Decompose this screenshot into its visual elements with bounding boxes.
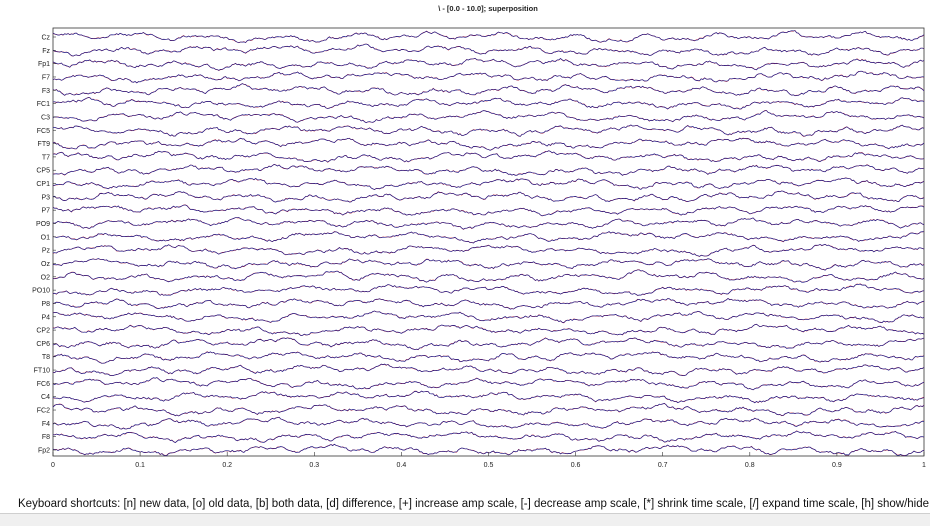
channel-label-fc6: FC6 [37,381,50,388]
channel-label-f7: F7 [42,74,50,81]
trace-fp1 [52,58,925,71]
channel-label-p4: P4 [41,314,50,321]
trace-ft9 [52,137,925,151]
trace-red-p3 [52,190,925,203]
trace-red-fc2 [52,402,925,417]
trace-red-f7 [52,70,925,84]
trace-fz [52,43,925,57]
trace-red-p8 [52,297,925,310]
trace-p7 [52,204,925,217]
trace-cp1 [52,177,925,190]
trace-o2 [52,269,925,283]
channel-label-fc5: FC5 [37,128,50,135]
channel-label-cp1: CP1 [36,181,50,188]
trace-red-p7 [52,204,925,217]
trace-f8 [52,430,925,443]
x-tick-label: 0.6 [571,462,581,469]
trace-ft10 [52,363,925,376]
trace-fc1 [52,97,925,110]
trace-fc6 [52,377,925,391]
trace-c3 [52,110,925,124]
x-tick-label: 0.8 [745,462,755,469]
trace-pz [52,243,925,257]
eeg-plot: \ - [0.0 - 10.0]; superposition Cz Fz Fp1 F… [32,4,926,469]
channel-label-c4: C4 [41,394,50,401]
x-axis: 0 0.1 0.2 0.3 0.4 0.5 0.6 0.7 0.8 0.9 1 [51,452,926,469]
trace-cp2 [52,323,925,337]
trace-p8 [52,298,925,310]
channel-label-p8: P8 [41,301,50,308]
trace-red-fc6 [52,377,925,391]
channel-label-pz: Pz [42,248,51,255]
channel-label-ft9: FT9 [38,141,51,148]
channel-labels: Cz Fz Fp1 F7 F3 FC1 C3 FC5 FT9 T7 CP5 CP1 P3 P7 PO9 O1 P… [32,35,56,455]
channel-label-f8: F8 [42,434,50,441]
channel-label-fc2: FC2 [37,408,50,415]
trace-po10 [52,283,925,296]
channel-label-po9: PO9 [36,221,50,228]
x-tick-label: 0.5 [484,462,494,469]
trace-t8 [52,351,925,364]
axes-frame [52,27,925,457]
trace-red-cz [52,29,925,44]
trace-red-c3 [52,110,925,124]
trace-red-f4 [52,417,925,430]
channel-label-cp2: CP2 [36,328,50,335]
channel-label-cp6: CP6 [36,341,50,348]
chart-title: \ - [0.0 - 10.0]; superposition [438,4,538,13]
keyboard-shortcuts-text: Keyboard shortcuts: [n] new data, [o] ol… [18,498,930,510]
trace-red-fp1 [52,57,925,71]
channel-label-cp5: CP5 [36,168,50,175]
channel-label-p3: P3 [41,194,50,201]
x-tick-label: 0.7 [658,462,668,469]
x-tick-label: 1 [922,462,926,469]
trace-f4 [52,416,925,430]
trace-fc5 [52,124,925,137]
x-tick-label: 0.1 [135,462,145,469]
channel-label-ft10: FT10 [34,368,50,375]
trace-cp5 [52,164,925,176]
trace-cz [52,30,925,43]
x-tick-label: 0.3 [309,462,319,469]
channel-label-t8: T8 [42,354,50,361]
channel-label-po10: PO10 [32,288,50,295]
trace-fc2 [52,403,925,417]
channel-label-f4: F4 [42,421,50,428]
channel-label-o1: O1 [41,234,50,241]
channel-label-fp2: Fp2 [38,448,50,455]
trace-oz [52,258,925,271]
x-tick-label: 0.9 [832,462,842,469]
channel-label-fc1: FC1 [37,101,50,108]
channel-label-fp1: Fp1 [38,61,50,68]
slider-bar[interactable] [0,513,930,526]
channel-label-f3: F3 [42,88,50,95]
channel-label-p7: P7 [41,208,50,215]
channel-label-cz: Cz [41,35,50,42]
channel-label-c3: C3 [41,114,50,121]
channel-label-fz: Fz [42,48,50,55]
trace-red-po9 [52,217,925,230]
x-tick-label: 0.2 [222,462,232,469]
traces-group [52,29,925,456]
trace-f3 [52,83,925,97]
trace-c4 [52,390,925,404]
trace-o1 [52,231,925,244]
channel-label-t7: T7 [42,154,50,161]
trace-p4 [52,310,925,323]
trace-t7 [52,150,925,163]
x-tick-label: 0.4 [397,462,407,469]
trace-po9 [52,217,925,230]
trace-red-cp5 [52,163,925,176]
trace-red-ft9 [52,137,925,151]
trace-f7 [52,70,925,84]
x-tick-label: 0 [51,462,55,469]
trace-cp6 [52,337,925,350]
channel-label-oz: Oz [41,261,50,268]
channel-label-o2: O2 [41,274,50,281]
trace-p3 [52,190,925,203]
trace-red-o1 [52,231,925,244]
